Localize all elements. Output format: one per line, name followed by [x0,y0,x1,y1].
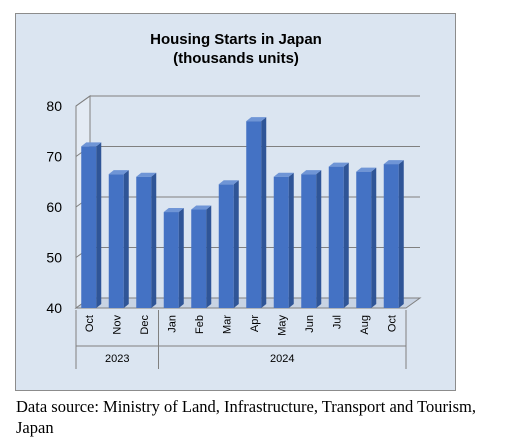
x-tick-label: Dec [139,315,151,335]
x-tick-label: Feb [194,315,206,334]
x-tick-label: Mar [221,315,233,334]
y-tick-label: 40 [46,300,62,316]
chart-area: Housing Starts in Japan (thousands units… [15,13,456,391]
y-tick-label: 70 [46,149,62,165]
bar [136,172,157,308]
bar [383,160,404,308]
bar-chart: Housing Starts in Japan (thousands units… [46,31,422,369]
x-tick-label: Nov [111,315,123,335]
chart-title: Housing Starts in Japan [150,31,322,48]
x-tick-label: Jan [166,315,178,333]
data-source-note: Data source: Ministry of Land, Infrastru… [16,397,476,437]
y-tick-label: 50 [46,250,62,266]
bar [81,142,102,308]
x-tick-label: Apr [249,315,261,332]
bar [356,167,377,308]
y-tick-label: 60 [46,199,62,215]
bar [163,208,184,308]
x-tick-label: Aug [359,315,371,335]
bar [328,162,349,308]
x-tick-label: Jun [304,315,316,333]
bar [108,170,129,308]
gridline [75,95,420,107]
x-tick-label: May [276,315,288,336]
y-tick-label: 80 [46,98,62,114]
x-tick-label: Oct [386,315,398,332]
x-tick-label: Jul [331,315,343,329]
bar [273,172,294,308]
bar [191,205,212,308]
bar [218,180,239,308]
year-group-label: 2023 [105,353,129,365]
chart-subtitle: (thousands units) [173,50,299,67]
bar [301,170,322,308]
year-group-label: 2024 [270,353,294,365]
bar [246,117,267,309]
x-tick-label: Oct [84,315,96,332]
